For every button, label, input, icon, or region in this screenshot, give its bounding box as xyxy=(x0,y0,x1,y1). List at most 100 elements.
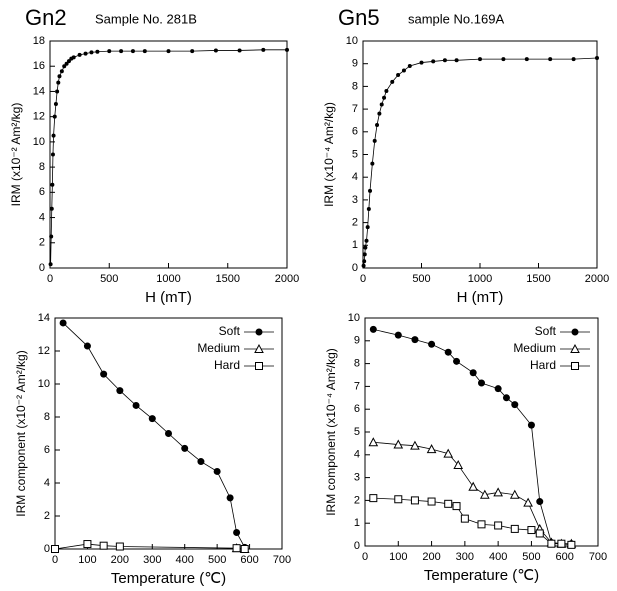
marker-triangle xyxy=(509,489,520,499)
marker-circle xyxy=(55,89,60,94)
legend-label: Soft xyxy=(535,324,557,338)
y-tick-label: 0 xyxy=(39,262,45,274)
marker-circle xyxy=(548,57,553,62)
marker-circle xyxy=(165,430,172,437)
marker-circle xyxy=(95,49,100,54)
y-tick-label: 10 xyxy=(33,136,45,148)
data-line xyxy=(50,49,287,265)
y-tick-label: 9 xyxy=(354,335,360,347)
marker-circle xyxy=(379,102,384,107)
x-tick-label: 0 xyxy=(362,551,368,563)
y-tick-label: 18 xyxy=(33,35,45,47)
marker-circle xyxy=(64,61,69,66)
marker-circle xyxy=(364,238,369,243)
marker-square xyxy=(444,499,453,508)
marker-triangle xyxy=(493,487,503,497)
y-tick-label: 4 xyxy=(39,211,45,223)
x-axis-label: H (mT) xyxy=(145,289,192,306)
marker-square xyxy=(477,520,486,529)
marker-circle xyxy=(454,58,459,63)
marker-circle xyxy=(396,73,401,78)
marker-triangle xyxy=(393,439,404,449)
x-tick-label: 300 xyxy=(143,554,161,566)
marker-circle xyxy=(89,50,94,55)
y-tick-label: 5 xyxy=(354,426,360,438)
marker-circle xyxy=(369,325,377,333)
marker-circle xyxy=(51,133,56,138)
y-tick-label: 12 xyxy=(38,345,50,357)
panel-subtitle: Sample No. 281B xyxy=(95,11,197,26)
marker-circle xyxy=(71,55,76,60)
marker-circle xyxy=(116,387,124,395)
x-tick-label: 500 xyxy=(522,551,540,563)
data-line xyxy=(373,329,572,545)
marker-square xyxy=(557,539,566,548)
y-axis-label: IRM (x10⁻⁴ Am²/kg) xyxy=(322,102,336,207)
y-tick-label: 2 xyxy=(354,494,360,506)
marker-circle xyxy=(372,138,377,143)
marker-circle xyxy=(502,394,510,402)
marker-circle xyxy=(394,331,402,339)
marker-circle xyxy=(368,188,373,193)
plot-frame xyxy=(49,40,288,269)
marker-circle xyxy=(419,60,424,65)
y-tick-label: 8 xyxy=(354,358,360,370)
y-tick-label: 14 xyxy=(33,85,45,97)
marker-circle xyxy=(142,49,147,54)
marker-circle xyxy=(148,415,156,423)
marker-circle xyxy=(83,342,91,350)
marker-square xyxy=(115,542,124,551)
marker-circle xyxy=(57,74,62,79)
y-tick-label: 1 xyxy=(352,239,358,251)
marker-circle xyxy=(361,263,366,268)
x-tick-label: 400 xyxy=(176,554,194,566)
marker-circle xyxy=(50,182,55,187)
legend-label: Medium xyxy=(513,341,556,355)
y-tick-label: 3 xyxy=(352,194,358,206)
marker-circle xyxy=(377,111,382,116)
marker-circle xyxy=(130,49,135,54)
marker-circle xyxy=(119,49,124,54)
marker-circle xyxy=(50,152,55,157)
marker-square xyxy=(494,521,503,530)
marker-triangle xyxy=(368,437,379,447)
y-tick-label: 8 xyxy=(44,411,50,423)
panel-subtitle: sample No.169A xyxy=(408,11,504,26)
x-tick-label: 1500 xyxy=(216,273,240,285)
marker-square xyxy=(567,540,576,549)
marker-circle xyxy=(213,467,221,475)
y-tick-label: 4 xyxy=(44,477,50,489)
marker-circle xyxy=(77,52,82,57)
marker-triangle xyxy=(426,444,437,454)
x-tick-label: 200 xyxy=(111,554,129,566)
y-tick-label: 5 xyxy=(352,148,358,160)
marker-square xyxy=(460,514,469,523)
panel-title: Gn2 xyxy=(25,5,67,30)
y-tick-label: 8 xyxy=(39,161,45,173)
x-tick-label: 500 xyxy=(412,273,430,285)
marker-circle xyxy=(365,225,370,230)
marker-circle xyxy=(453,357,461,365)
marker-circle xyxy=(501,57,506,62)
x-tick-label: 600 xyxy=(556,551,574,563)
marker-circle xyxy=(49,234,54,239)
y-tick-label: 4 xyxy=(354,449,360,461)
x-tick-label: 700 xyxy=(589,551,607,563)
x-tick-label: 1000 xyxy=(156,273,180,285)
x-tick-label: 2000 xyxy=(585,273,609,285)
x-tick-label: 0 xyxy=(47,273,53,285)
x-axis-label: Temperature (℃) xyxy=(424,567,539,584)
legend-marker xyxy=(255,328,263,336)
marker-square xyxy=(452,502,461,511)
y-axis-label: IRM component (x10⁻² Am²/kg) xyxy=(14,350,28,516)
marker-circle xyxy=(595,56,599,61)
marker-square xyxy=(232,544,241,553)
x-tick-label: 0 xyxy=(52,554,58,566)
marker-circle xyxy=(363,245,368,250)
y-tick-label: 7 xyxy=(352,103,358,115)
marker-circle xyxy=(59,319,67,327)
marker-circle xyxy=(213,48,218,53)
x-tick-label: 100 xyxy=(78,554,96,566)
y-tick-label: 12 xyxy=(33,111,45,123)
x-tick-label: 2000 xyxy=(275,273,299,285)
